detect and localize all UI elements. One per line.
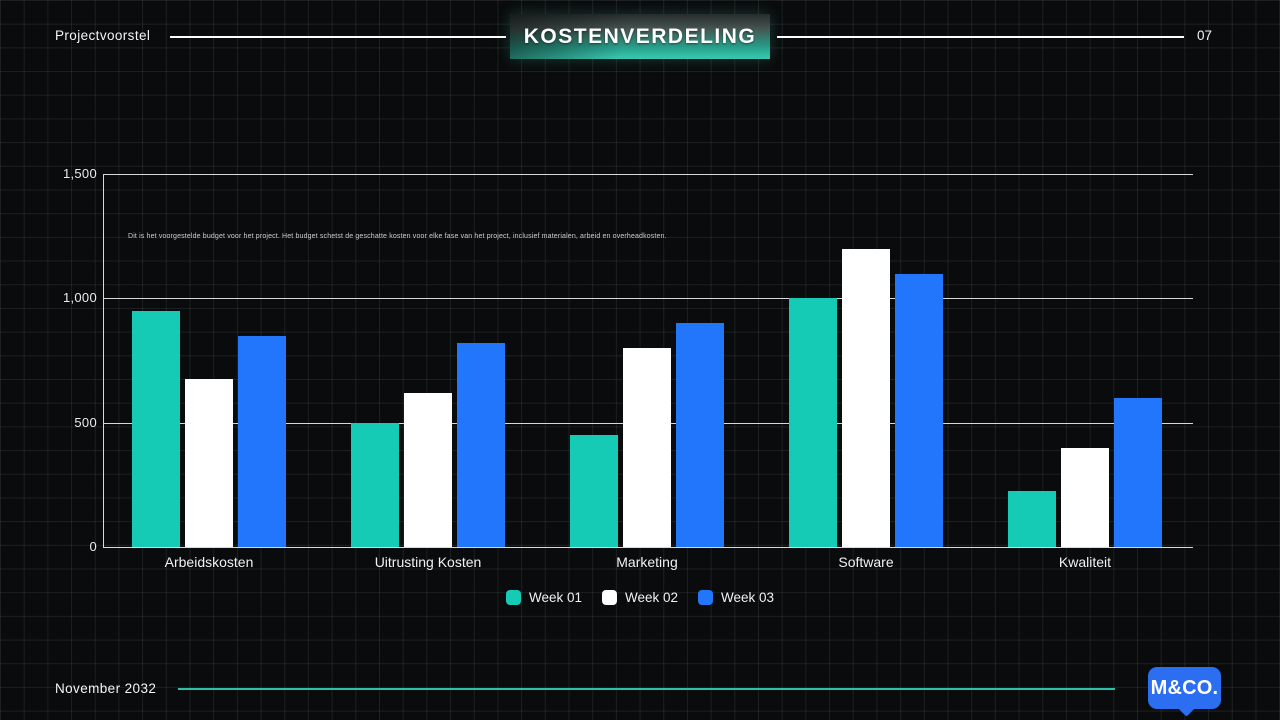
- category-label-marketing: Marketing: [616, 554, 678, 570]
- legend-label: Week 02: [624, 590, 679, 605]
- header-divider-right: [777, 36, 1184, 38]
- company-logo: M&CO.: [1148, 667, 1221, 717]
- logo-tail: [1177, 698, 1196, 717]
- bar-week02-kwaliteit: [1061, 447, 1109, 547]
- category-label-software: Software: [838, 554, 894, 570]
- title-banner: KOSTENVERDELING: [510, 14, 770, 59]
- category-label-kwaliteit: Kwaliteit: [1058, 554, 1112, 570]
- bar-week03-arbeidskosten: [238, 335, 286, 547]
- y-tick-label: 0: [89, 539, 97, 554]
- bar-week01-uitrusting-kosten: [351, 422, 399, 547]
- bar-week01-marketing: [570, 435, 618, 547]
- bar-week02-software: [842, 248, 890, 547]
- header-divider-left: [170, 36, 506, 38]
- gridline-y-1000: [103, 298, 1193, 300]
- logo-text: M&CO.: [1150, 676, 1219, 699]
- chart-legend: Week 01 Week 02 Week 03: [0, 590, 1280, 605]
- bar-week01-software: [789, 298, 837, 547]
- y-tick-label: 500: [74, 414, 97, 430]
- footer-accent-line: [178, 688, 1115, 690]
- bar-week02-arbeidskosten: [185, 379, 233, 547]
- bar-week01-arbeidskosten: [132, 310, 180, 547]
- y-axis-line: [103, 174, 104, 548]
- date-label: November 2032: [55, 681, 157, 696]
- bar-week03-kwaliteit: [1114, 397, 1162, 547]
- category-label-uitrusting-kosten: Uitrusting Kosten: [374, 554, 482, 570]
- week02-swatch-icon: [601, 590, 617, 605]
- bar-week02-uitrusting-kosten: [404, 392, 452, 547]
- page-number: 07: [1197, 28, 1213, 43]
- gridline-y-0: [103, 547, 1193, 548]
- legend-item-week01: Week 01: [505, 590, 582, 605]
- y-tick-label: 1,500: [62, 166, 97, 181]
- bar-week02-marketing: [623, 348, 671, 547]
- legend-item-week03: Week 03: [698, 590, 774, 605]
- week03-swatch-icon: [698, 590, 714, 605]
- legend-label: Week 01: [528, 590, 582, 605]
- legend-item-week02: Week 02: [601, 590, 679, 605]
- bar-week01-kwaliteit: [1008, 491, 1056, 548]
- y-tick-label: 1,000: [62, 290, 97, 306]
- bar-week03-software: [895, 273, 943, 547]
- bar-week03-marketing: [676, 323, 724, 547]
- chart-description: Dit is het voorgestelde budget voor het …: [128, 233, 667, 240]
- week01-swatch-icon: [505, 590, 521, 605]
- legend-label: Week 03: [721, 590, 775, 605]
- bar-week03-uitrusting-kosten: [457, 343, 505, 547]
- page-title: KOSTENVERDELING: [523, 24, 757, 48]
- project-label: Projectvoorstel: [55, 28, 151, 43]
- category-label-arbeidskosten: Arbeidskosten: [164, 554, 254, 570]
- gridline-y-1500: [103, 174, 1193, 175]
